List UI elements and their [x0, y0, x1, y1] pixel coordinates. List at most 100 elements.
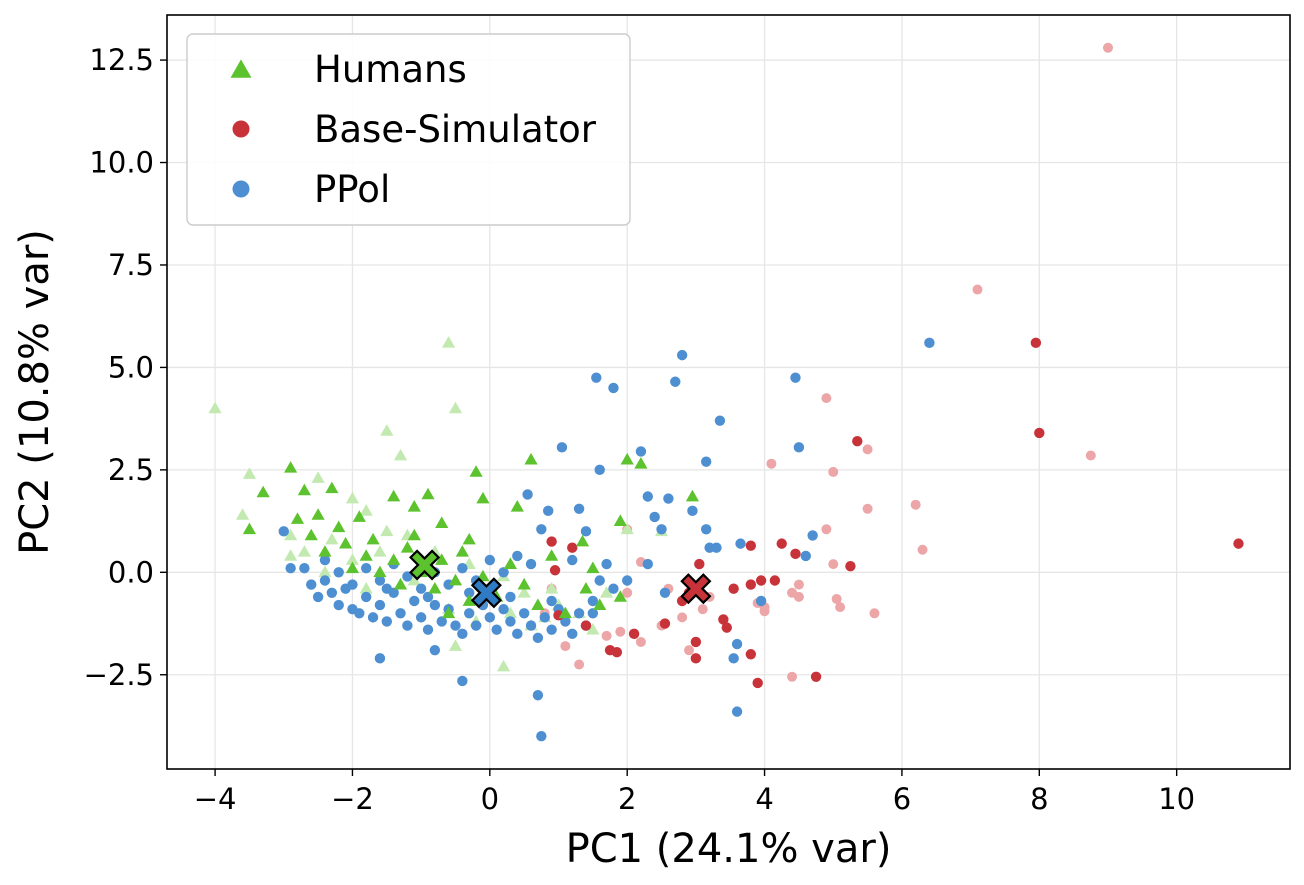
- base-simulator-point: [659, 618, 671, 629]
- ppol-point: [367, 612, 379, 623]
- humans-point: [380, 424, 394, 436]
- humans-point: [345, 561, 360, 574]
- ppol-point: [512, 550, 523, 562]
- base-simulator-point: [821, 524, 832, 535]
- base-simulator-point: [677, 612, 688, 623]
- ppol-point: [498, 603, 509, 615]
- humans-point: [256, 485, 270, 498]
- humans-point: [387, 489, 401, 502]
- ppol-point: [735, 538, 746, 549]
- humans-point: [593, 598, 607, 610]
- humans-point: [503, 557, 518, 569]
- legend-box: [186, 33, 631, 226]
- base-simulator-point: [745, 579, 757, 590]
- ppol-point: [347, 579, 358, 590]
- base-simulator-point: [828, 466, 839, 477]
- ppol-point: [319, 554, 331, 566]
- humans-point: [359, 581, 373, 594]
- ppol-point: [649, 511, 660, 523]
- ppol-point: [436, 616, 447, 627]
- humans-point: [524, 452, 538, 465]
- humans-point: [359, 549, 373, 561]
- base-simulator-point: [1102, 42, 1113, 53]
- y-tick-label: 10.0: [89, 146, 154, 180]
- base-simulator-point: [852, 435, 863, 447]
- ppol-point: [299, 563, 310, 574]
- ppol-point: [556, 442, 568, 453]
- ppol-point: [532, 632, 544, 644]
- ppol-point: [567, 628, 578, 639]
- ppol-point: [687, 505, 698, 517]
- ppol-point: [381, 616, 392, 627]
- ppol-point: [457, 563, 468, 574]
- humans-point: [338, 536, 353, 549]
- ppol-point: [422, 591, 434, 603]
- x-tick-label: 4: [755, 782, 773, 816]
- humans-point: [462, 532, 476, 545]
- ppol-point: [491, 624, 502, 635]
- ppol-point: [608, 382, 619, 394]
- base-simulator-point: [910, 499, 921, 510]
- humans-point: [579, 581, 593, 594]
- ppol-point: [573, 503, 585, 514]
- ppol-point: [580, 526, 592, 537]
- humans-point: [311, 508, 325, 520]
- legend-label: Humans: [314, 48, 467, 91]
- humans-point: [503, 606, 518, 619]
- y-tick-label: 5.0: [108, 350, 154, 384]
- humans-point: [558, 606, 572, 619]
- ppol-point: [450, 620, 461, 631]
- humans-point: [325, 532, 339, 545]
- base-simulator-point: [845, 560, 856, 572]
- ppol-point: [608, 583, 619, 594]
- y-tick-label: 12.5: [89, 43, 154, 77]
- ppol-point: [728, 653, 739, 664]
- ppol-point: [924, 337, 935, 349]
- ppol-point: [790, 372, 801, 383]
- base-simulator-point: [793, 579, 804, 590]
- humans-point: [448, 573, 463, 586]
- base-simulator-point: [787, 671, 798, 682]
- humans-point: [421, 487, 435, 500]
- ppol-point: [402, 571, 413, 582]
- ppol-point: [587, 595, 599, 607]
- ppol-point: [326, 587, 338, 598]
- humans-point: [620, 452, 634, 465]
- humans-point: [448, 401, 463, 414]
- humans-point: [435, 553, 449, 565]
- base-simulator-point: [690, 653, 702, 664]
- humans-point: [496, 659, 511, 672]
- humans-point: [242, 467, 257, 479]
- humans-point: [332, 520, 346, 533]
- base-simulator-point: [567, 542, 578, 553]
- ppol-point: [278, 526, 289, 537]
- ppol-centroid-marker: [470, 577, 502, 609]
- humans-point: [435, 516, 449, 528]
- ppol-point: [659, 587, 671, 598]
- ppol-point: [700, 524, 712, 535]
- x-tick-label: −4: [194, 782, 237, 816]
- ppol-point: [429, 644, 441, 656]
- ppol-point: [415, 583, 427, 594]
- humans-point: [235, 508, 250, 520]
- ppol-point: [484, 612, 496, 623]
- humans-point: [442, 336, 456, 348]
- humans-point: [318, 545, 332, 557]
- ppol-point: [333, 599, 344, 611]
- legend-label: PPol: [314, 168, 390, 211]
- ppol-point: [642, 491, 653, 502]
- ppol-point: [591, 372, 602, 383]
- base-simulator-point: [1085, 450, 1096, 461]
- ppol-point: [374, 653, 386, 664]
- humans-point: [393, 577, 408, 590]
- ppol-point: [621, 575, 633, 586]
- humans-point: [304, 528, 318, 541]
- base-simulator-point: [831, 593, 842, 604]
- base-simulator-point: [728, 583, 739, 594]
- ppol-point: [525, 558, 537, 570]
- humans-point: [318, 565, 332, 578]
- ppol-point: [539, 612, 550, 623]
- ppol-point: [676, 349, 688, 361]
- ppol-point: [567, 554, 578, 566]
